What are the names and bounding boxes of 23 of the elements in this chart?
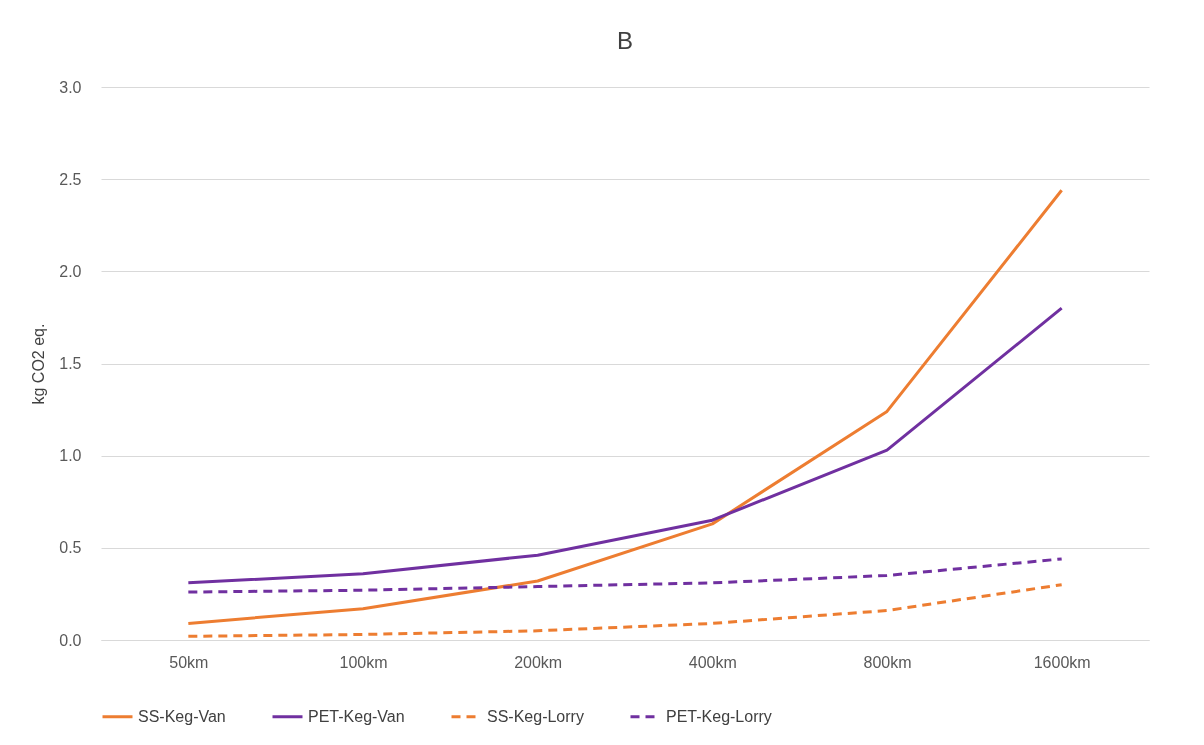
- y-tick-label: 2.0: [59, 262, 82, 280]
- y-tick-label: 0.0: [59, 631, 82, 649]
- legend-label: PET-Keg-Lorry: [666, 707, 772, 725]
- x-tick-label: 400km: [688, 653, 737, 671]
- legend-label: SS-Keg-Van: [138, 707, 226, 725]
- chart-title: B: [616, 27, 634, 54]
- line-series: [186, 188, 1064, 625]
- y-tick-label: 3.0: [59, 78, 82, 96]
- y-tick-label: 1.5: [59, 355, 82, 372]
- legend-label: SS-Keg-Lorry: [487, 707, 584, 725]
- y-tick-label: 0.5: [59, 539, 82, 557]
- line-series: [186, 557, 1064, 594]
- line-series: [186, 583, 1064, 638]
- x-tick-label: 50km: [169, 653, 209, 671]
- y-axis-title: kg CO2 eq.: [30, 323, 48, 405]
- y-tick-label: 1.0: [59, 447, 82, 465]
- x-tick-label: 100km: [339, 653, 388, 671]
- x-tick-label: 1600km: [1033, 653, 1091, 671]
- y-tick-label: 2.5: [59, 170, 82, 188]
- line-series: [186, 306, 1064, 585]
- x-tick-label: 200km: [514, 653, 563, 671]
- legend-label: PET-Keg-Van: [308, 707, 405, 725]
- x-tick-label: 800km: [863, 653, 912, 671]
